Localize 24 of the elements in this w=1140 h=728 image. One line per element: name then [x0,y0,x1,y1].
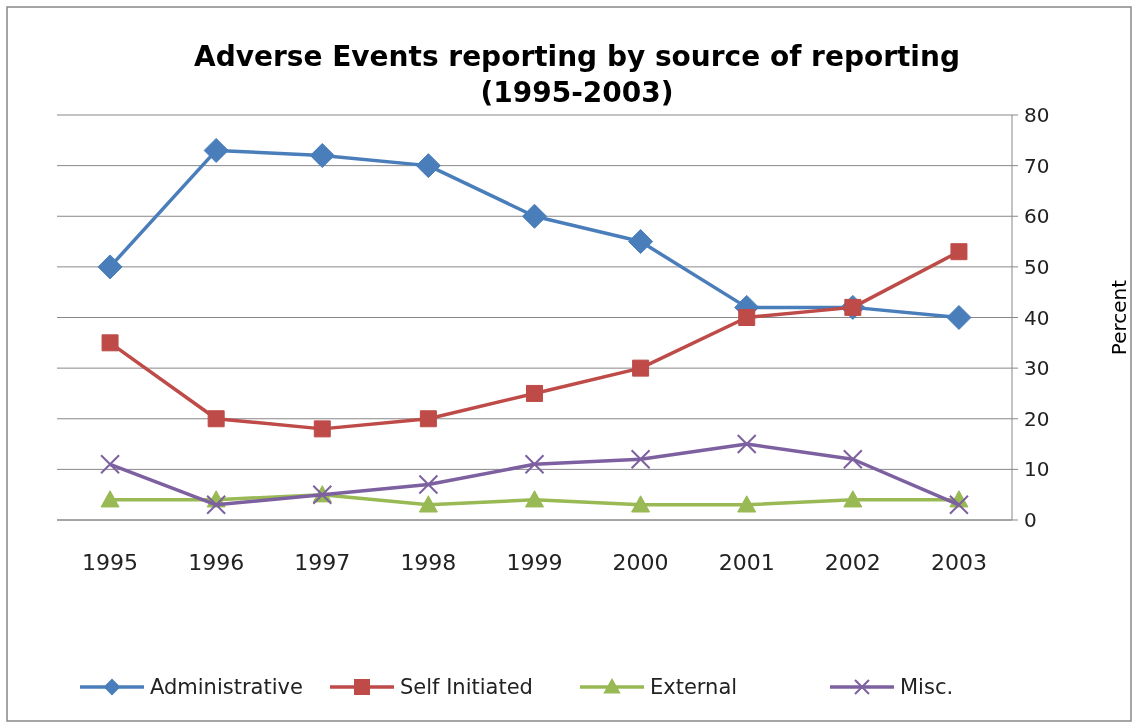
x-tick-label: 1997 [294,550,351,575]
x-tick-label: 1995 [82,550,139,575]
x-tick-label: 1998 [400,550,457,575]
legend-label: Misc. [900,675,954,700]
legend-label: Administrative [150,675,303,700]
y-tick-label: 30 [1024,356,1050,381]
y-tick-label: 20 [1024,406,1050,431]
y-tick-label: 60 [1024,204,1050,229]
y-tick-label: 40 [1024,305,1050,330]
y-tick-label: 80 [1024,103,1050,127]
x-tick-label: 2003 [930,550,987,575]
legend-label: External [650,675,738,700]
y-tick-label: 0 [1024,508,1037,532]
x-tick-label: 1996 [188,550,245,575]
x-tick-label: 2002 [824,550,881,575]
y-tick-label: 50 [1024,254,1050,279]
y-axis-title: Percent [1107,279,1131,356]
x-tick-label: 1999 [506,550,563,575]
x-tick-label: 2000 [612,550,669,575]
chart-title: Adverse Events reporting by source of reporting (1995-2003) [194,40,960,109]
y-tick-label: 10 [1024,457,1050,482]
legend-label: Self Initiated [400,675,533,700]
y-tick-label: 70 [1024,153,1050,178]
x-tick-label: 2001 [718,550,775,575]
